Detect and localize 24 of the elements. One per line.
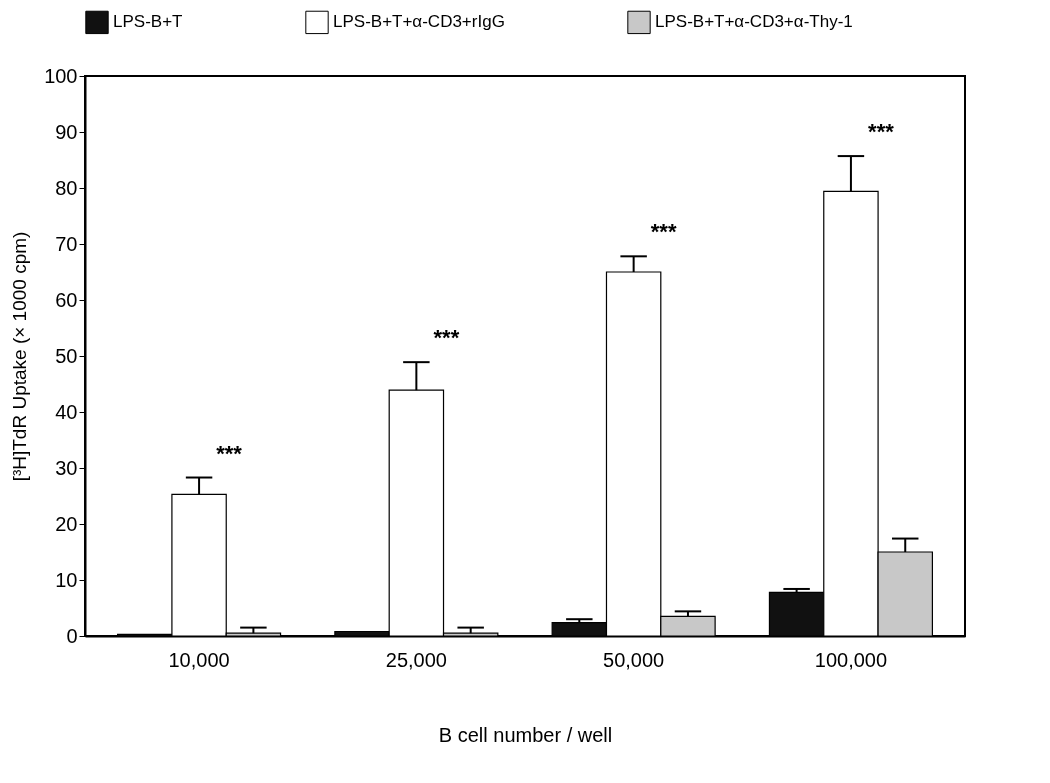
y-tick-label: 60 <box>55 288 78 311</box>
x-tick-label: 25,000 <box>385 648 447 671</box>
y-tick-label: 20 <box>55 512 78 535</box>
annotation: *** <box>216 440 243 466</box>
annotation: *** <box>650 219 677 245</box>
legend-label: LPS-B+T <box>113 12 183 32</box>
y-tick-label: 50 <box>55 344 78 367</box>
x-tick-label: 10,000 <box>168 648 230 671</box>
y-axis-title: [³H]TdR Uptake (× 1000 cpm) <box>9 231 31 482</box>
annotation: *** <box>433 325 460 351</box>
y-tick-label: 90 <box>55 120 78 143</box>
legend-label: LPS-B+T+α-CD3+α-Thy-1 <box>655 12 853 32</box>
y-tick-label: 40 <box>55 400 78 423</box>
x-axis-title: B cell number / well <box>438 723 613 746</box>
legend-label: LPS-B+T+α-CD3+rIgG <box>333 12 505 32</box>
y-tick-label: 10 <box>55 568 78 591</box>
y-tick-label: 30 <box>55 456 78 479</box>
y-tick-label: 0 <box>66 624 78 647</box>
y-tick-label: 80 <box>55 176 78 199</box>
y-tick-label: 100 <box>44 64 78 87</box>
annotation: *** <box>868 119 895 145</box>
x-tick-label: 100,000 <box>814 648 888 671</box>
x-tick-label: 50,000 <box>603 648 665 671</box>
y-tick-label: 70 <box>55 232 78 255</box>
